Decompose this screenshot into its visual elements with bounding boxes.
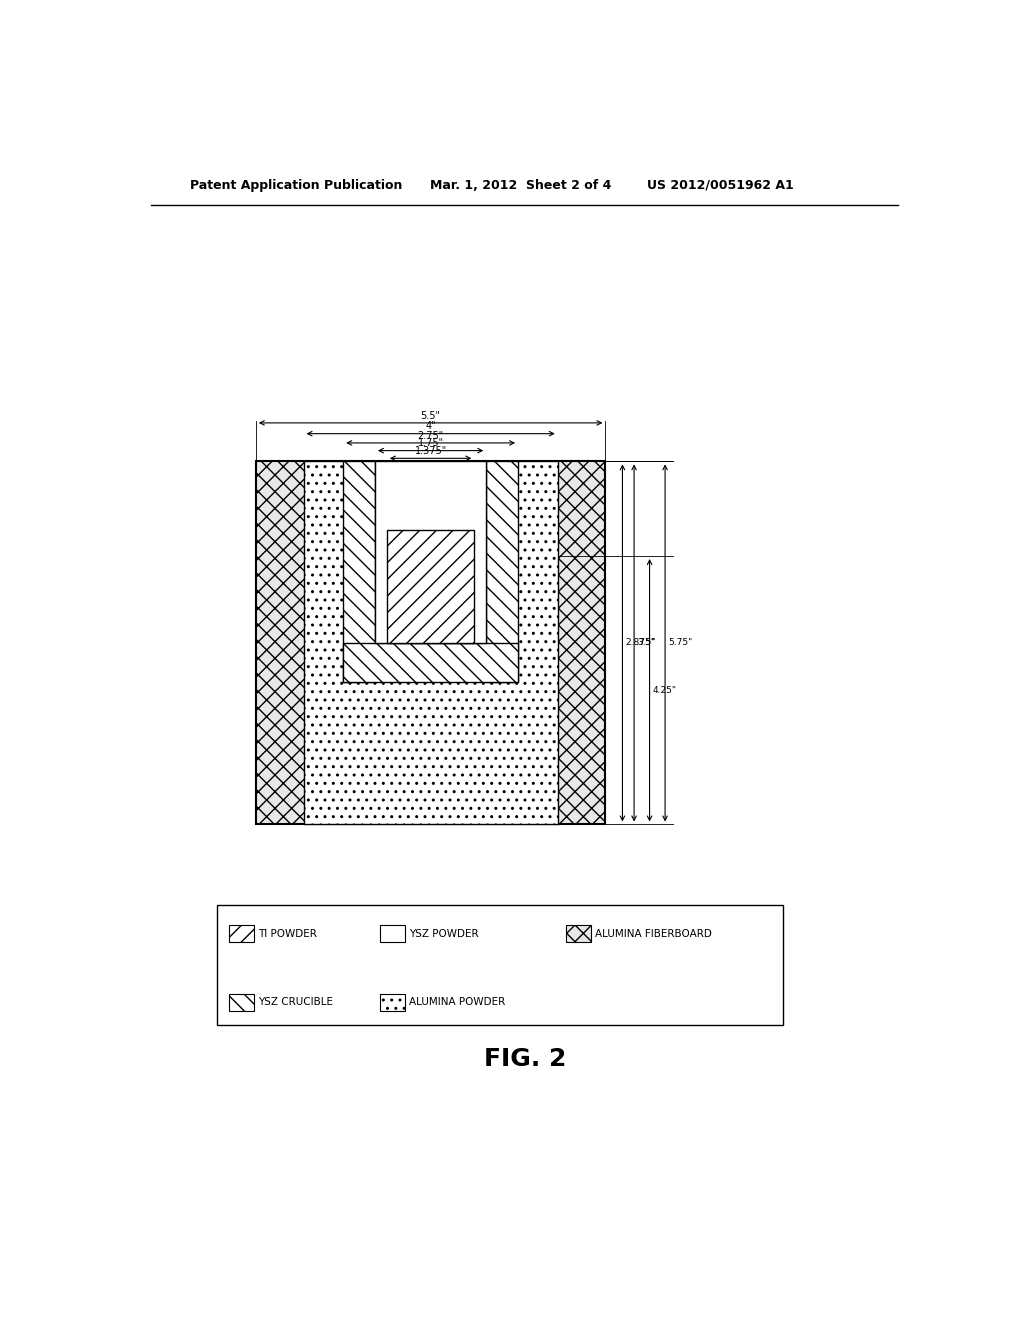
Bar (380, 994, 404, 1011)
Bar (228, 925, 254, 942)
Text: TI POWDER: TI POWDER (258, 929, 317, 939)
Bar (566, 925, 591, 942)
Bar (380, 925, 404, 942)
Text: 5.75": 5.75" (669, 639, 692, 647)
Text: ALUMINA POWDER: ALUMINA POWDER (410, 998, 506, 1007)
Bar (387, 531, 474, 643)
Text: ALUMINA FIBERBOARD: ALUMINA FIBERBOARD (595, 929, 713, 939)
Bar (375, 462, 486, 643)
Bar (303, 462, 558, 825)
Bar (256, 462, 605, 825)
Text: 3.5": 3.5" (637, 639, 655, 647)
Bar (486, 462, 518, 682)
Text: US 2012/0051962 A1: US 2012/0051962 A1 (647, 178, 794, 191)
Bar (343, 462, 518, 682)
Text: 4.25": 4.25" (652, 686, 677, 694)
Text: Patent Application Publication: Patent Application Publication (190, 178, 402, 191)
Text: YSZ CRUCIBLE: YSZ CRUCIBLE (258, 998, 333, 1007)
Text: 5.5": 5.5" (421, 411, 440, 421)
Text: FIG. 2: FIG. 2 (483, 1047, 566, 1072)
Text: YSZ POWDER: YSZ POWDER (410, 929, 479, 939)
Text: 2.75": 2.75" (418, 430, 443, 441)
Bar (217, 906, 783, 1024)
Text: 2.875": 2.875" (626, 639, 655, 647)
Text: 1.375": 1.375" (415, 446, 446, 455)
Text: 4": 4" (425, 421, 436, 432)
Bar (343, 462, 375, 682)
Text: 1.75": 1.75" (418, 438, 443, 449)
Bar (343, 643, 518, 682)
Bar (228, 994, 254, 1011)
Text: Mar. 1, 2012  Sheet 2 of 4: Mar. 1, 2012 Sheet 2 of 4 (430, 178, 611, 191)
